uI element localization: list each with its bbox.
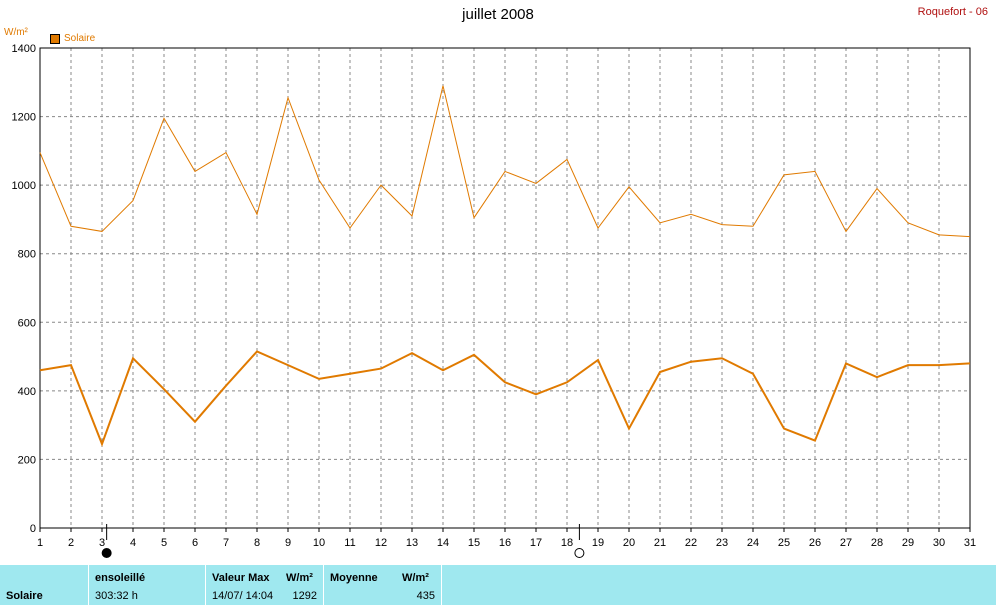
mean-value: 435 bbox=[416, 590, 435, 602]
series-line-thin bbox=[39, 85, 971, 238]
x-tick-label: 8 bbox=[254, 537, 260, 549]
x-tick-label: 13 bbox=[406, 537, 418, 549]
new-moon-icon bbox=[101, 548, 112, 558]
x-tick-label: 21 bbox=[654, 537, 666, 549]
series-line-thick bbox=[39, 350, 971, 447]
x-tick-label: 18 bbox=[561, 537, 573, 549]
summary-panel: Solaire ensoleillé 303:32 h Valeur Max W… bbox=[0, 565, 996, 605]
x-tick-label: 10 bbox=[313, 537, 325, 549]
x-tick-label: 29 bbox=[902, 537, 914, 549]
x-tick-label: 23 bbox=[716, 537, 728, 549]
sunshine-value: 303:32 h bbox=[95, 590, 138, 602]
x-tick-label: 12 bbox=[375, 537, 387, 549]
legend: Solaire bbox=[50, 33, 95, 44]
x-tick-label: 3 bbox=[99, 537, 105, 549]
max-unit: W/m² bbox=[286, 572, 313, 584]
x-tick-label: 25 bbox=[778, 537, 790, 549]
full-moon-icon bbox=[574, 548, 585, 558]
x-tick-label: 7 bbox=[223, 537, 229, 549]
y-tick-label: 1200 bbox=[12, 112, 36, 124]
x-tick-label: 26 bbox=[809, 537, 821, 549]
mean-header: Moyenne bbox=[330, 572, 378, 584]
x-tick-label: 24 bbox=[747, 537, 759, 549]
x-tick-label: 19 bbox=[592, 537, 604, 549]
x-tick-label: 27 bbox=[840, 537, 852, 549]
x-tick-label: 5 bbox=[161, 537, 167, 549]
x-tick-label: 4 bbox=[130, 537, 136, 549]
y-axis-unit: W/m² bbox=[4, 27, 28, 38]
y-tick-label: 200 bbox=[18, 454, 36, 466]
chart-title: juillet 2008 bbox=[462, 6, 534, 23]
x-tick-label: 1 bbox=[37, 537, 43, 549]
x-tick-label: 31 bbox=[964, 537, 976, 549]
x-tick-label: 30 bbox=[933, 537, 945, 549]
y-tick-label: 400 bbox=[18, 386, 36, 398]
summary-label-cell: Solaire bbox=[0, 565, 89, 605]
x-tick-label: 14 bbox=[437, 537, 449, 549]
y-tick-label: 600 bbox=[18, 317, 36, 329]
x-tick-label: 15 bbox=[468, 537, 480, 549]
sunshine-header: ensoleillé bbox=[95, 572, 146, 584]
max-cell: Valeur Max W/m² 14/07/ 14:04 1292 bbox=[206, 565, 324, 605]
x-tick-label: 20 bbox=[623, 537, 635, 549]
x-tick-label: 17 bbox=[530, 537, 542, 549]
mean-unit: W/m² bbox=[402, 572, 429, 584]
y-tick-label: 0 bbox=[30, 523, 36, 535]
x-tick-label: 6 bbox=[192, 537, 198, 549]
legend-swatch bbox=[50, 33, 60, 44]
x-tick-label: 9 bbox=[285, 537, 291, 549]
max-date: 14/07/ 14:04 bbox=[212, 590, 274, 602]
x-tick-label: 11 bbox=[344, 537, 355, 549]
x-tick-label: 2 bbox=[68, 537, 74, 549]
x-tick-label: 28 bbox=[871, 537, 883, 549]
station-name: Roquefort - 06 bbox=[917, 6, 988, 18]
legend-label: Solaire bbox=[64, 33, 96, 44]
y-tick-label: 1000 bbox=[12, 180, 36, 192]
max-value: 1292 bbox=[292, 590, 317, 602]
y-tick-label: 1400 bbox=[12, 43, 36, 55]
y-tick-label: 800 bbox=[18, 249, 36, 261]
summary-row-label: Solaire bbox=[6, 590, 43, 602]
x-tick-label: 22 bbox=[685, 537, 697, 549]
x-tick-label: 16 bbox=[499, 537, 511, 549]
mean-cell: Moyenne W/m² 435 bbox=[324, 565, 442, 605]
max-header: Valeur Max bbox=[212, 572, 270, 584]
sunshine-cell: ensoleillé 303:32 h bbox=[89, 565, 206, 605]
